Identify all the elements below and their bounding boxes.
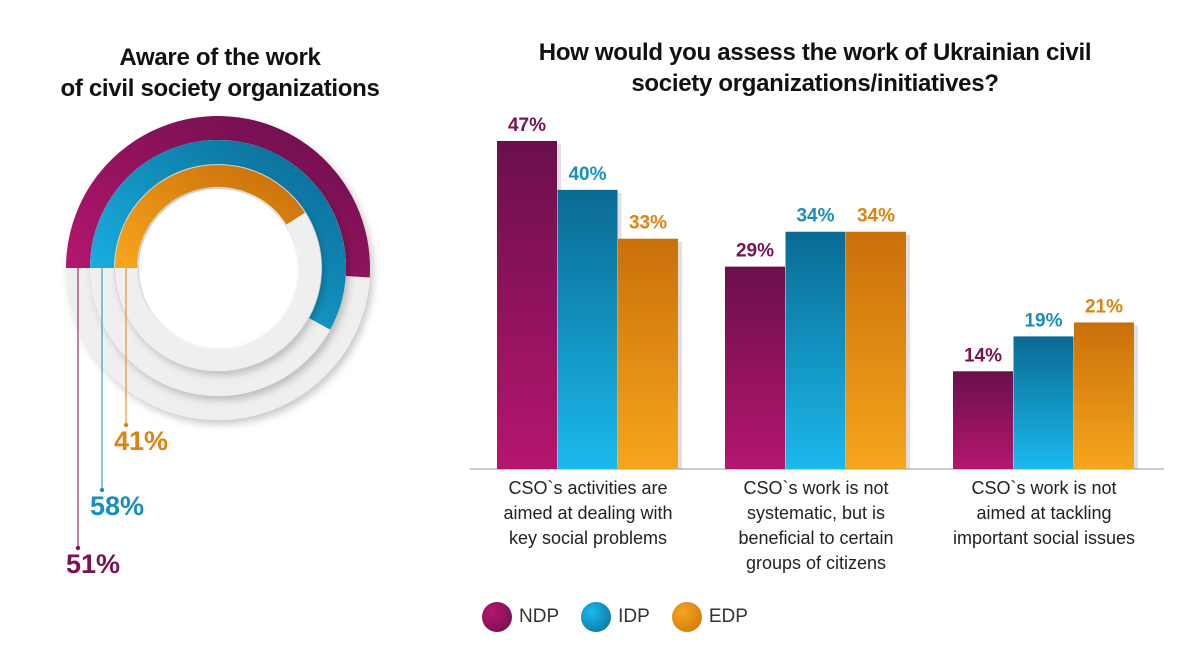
category-label-3-line-3: important social issues bbox=[952, 528, 1136, 548]
donut-chart: 51% 58% 41% bbox=[66, 116, 370, 579]
category-label-2: CSO`s work is not systematic, but is benef… bbox=[706, 476, 926, 576]
category-label-1: CSO`s activities are aimed at dealing wit… bbox=[478, 476, 698, 551]
donut-arc-edp bbox=[115, 165, 305, 269]
donut-hole bbox=[139, 189, 297, 347]
bar-value-label-ndp-cat1: 47% bbox=[508, 115, 546, 136]
legend-swatch-ndp bbox=[482, 602, 512, 632]
bar-ndp-cat1 bbox=[497, 141, 557, 469]
donut-value-label-idp: 58% bbox=[90, 491, 144, 521]
category-label-3: CSO`s work is not aimed at tackling import… bbox=[934, 476, 1154, 551]
donut-title-line-2: of civil society organizations bbox=[60, 75, 380, 102]
bar-title-line-2: society organizations/initiatives? bbox=[631, 70, 999, 97]
bar-edp-cat1 bbox=[618, 238, 678, 469]
donut-arc-idp bbox=[90, 140, 346, 330]
bar-value-label-idp-cat3: 19% bbox=[1024, 310, 1062, 331]
category-label-3-line-2: aimed at tackling bbox=[976, 503, 1112, 523]
bar-value-label-idp-cat2: 34% bbox=[796, 206, 834, 227]
donut-chart-title: Aware of the work of civil society organ… bbox=[30, 42, 410, 104]
legend: NDP IDP EDP bbox=[482, 602, 748, 632]
legend-label-ndp: NDP bbox=[519, 606, 560, 627]
category-label-2-line-2: systematic, but is bbox=[746, 503, 886, 523]
bar-ndp-cat2 bbox=[725, 266, 785, 469]
category-label-3-line-1: CSO`s work is not bbox=[971, 478, 1117, 498]
category-label-1-line-3: key social problems bbox=[508, 528, 668, 548]
category-label-1-line-1: CSO`s activities are bbox=[508, 478, 668, 498]
legend-item-idp: IDP bbox=[581, 602, 650, 632]
legend-item-ndp: NDP bbox=[482, 602, 559, 632]
donut-leader-dot-ndp bbox=[75, 545, 81, 551]
bar-value-label-ndp-cat2: 29% bbox=[736, 241, 774, 262]
bar-value-label-ndp-cat3: 14% bbox=[964, 345, 1002, 366]
category-label-2-line-4: groups of citizens bbox=[745, 553, 887, 573]
bar-ndp-cat3 bbox=[953, 371, 1013, 469]
legend-label-idp: IDP bbox=[618, 606, 650, 627]
legend-item-edp: EDP bbox=[671, 602, 748, 632]
bar-edp-cat2 bbox=[846, 231, 906, 469]
category-label-1-line-2: aimed at dealing with bbox=[503, 503, 673, 523]
donut-value-label-ndp: 51% bbox=[66, 549, 120, 579]
donut-leader-dot-idp bbox=[99, 487, 105, 493]
donut-value-label-edp: 41% bbox=[114, 426, 168, 456]
category-label-2-line-1: CSO`s work is not bbox=[743, 478, 889, 498]
bar-chart-title: How would you assess the work of Ukraini… bbox=[520, 37, 1110, 99]
bar-value-label-edp-cat1: 33% bbox=[629, 213, 667, 234]
legend-label-edp: EDP bbox=[708, 606, 748, 627]
bar-chart: 47% 40% 33% 29% 34% 34% 14% 19% 21% bbox=[470, 115, 1164, 470]
bar-value-label-edp-cat3: 21% bbox=[1085, 296, 1123, 317]
legend-swatch-edp bbox=[671, 602, 702, 632]
bar-idp-cat3 bbox=[1013, 336, 1074, 469]
bar-value-label-edp-cat2: 34% bbox=[857, 206, 895, 227]
bar-idp-cat1 bbox=[557, 189, 618, 469]
donut-title-line-1: Aware of the work bbox=[119, 44, 321, 71]
bar-idp-cat2 bbox=[785, 231, 846, 469]
bar-title-line-1: How would you assess the work of Ukraini… bbox=[538, 39, 1092, 66]
bar-edp-cat3 bbox=[1074, 322, 1134, 469]
bar-value-label-idp-cat1: 40% bbox=[568, 164, 606, 185]
legend-swatch-idp bbox=[581, 602, 612, 632]
donut-arc-ndp bbox=[66, 116, 370, 278]
category-label-2-line-3: beneficial to certain bbox=[738, 528, 894, 548]
donut-leader-dot-edp bbox=[123, 422, 129, 428]
